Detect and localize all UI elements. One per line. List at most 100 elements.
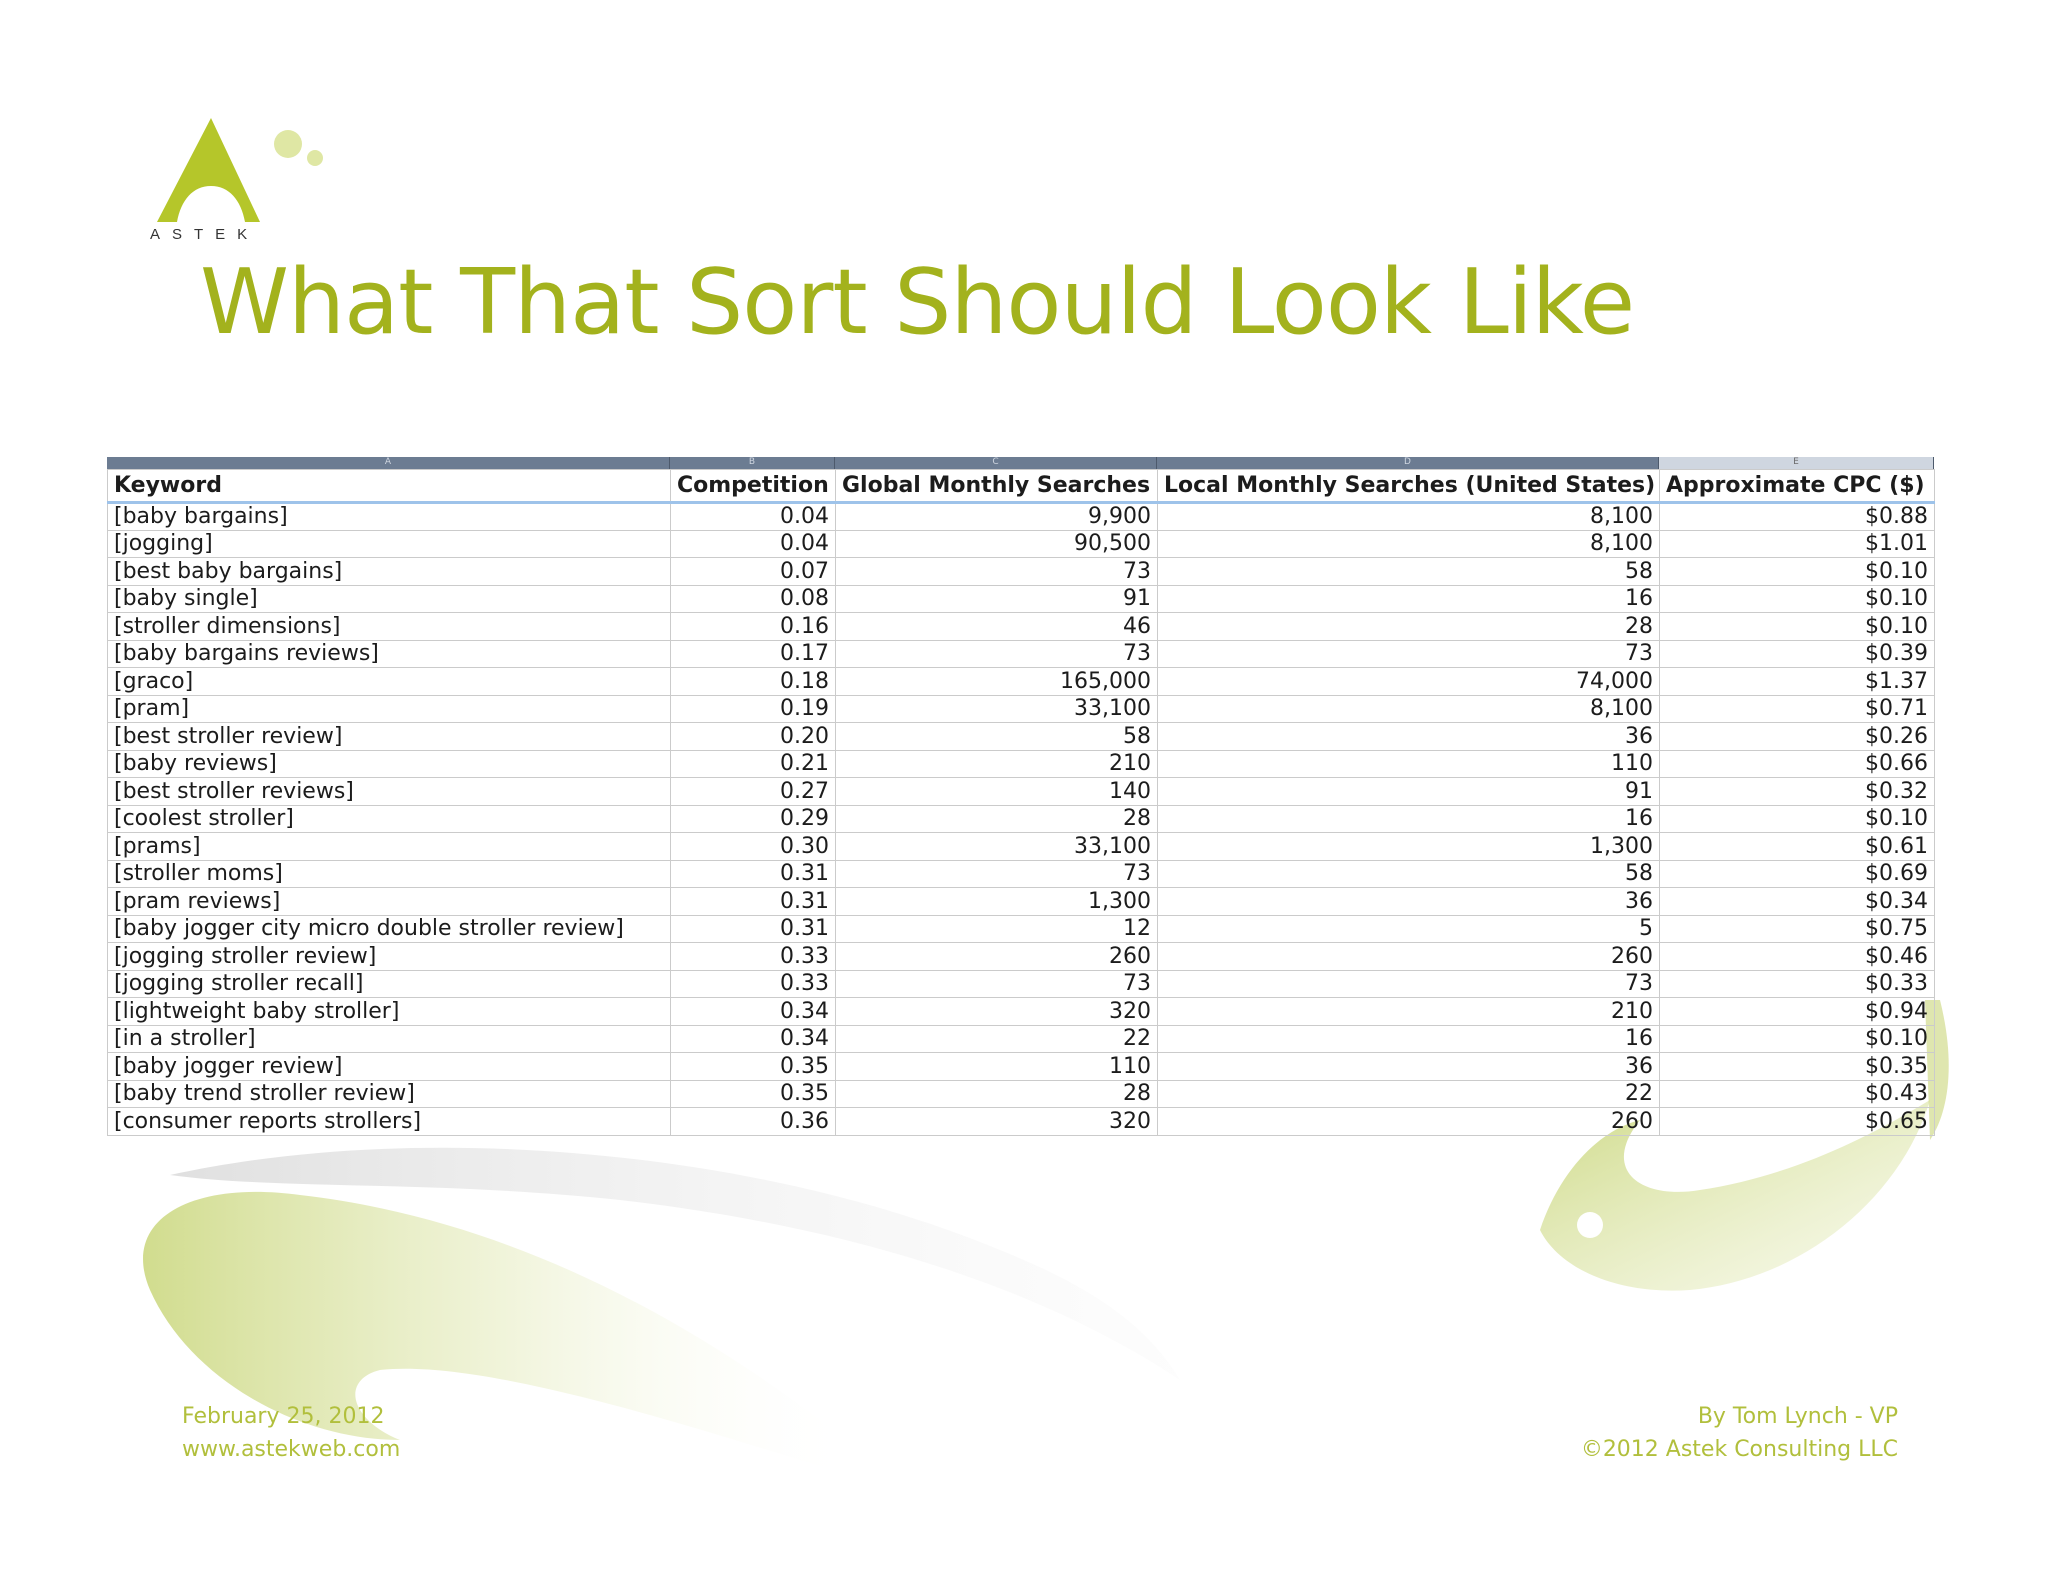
table-cell[interactable]: [stroller dimensions] [107, 612, 671, 641]
table-cell[interactable]: [best stroller reviews] [107, 777, 671, 806]
header-competition[interactable]: Competition [670, 469, 836, 503]
table-cell[interactable]: [baby bargains] [107, 502, 671, 531]
table-cell[interactable]: $0.35 [1659, 1052, 1935, 1081]
table-cell[interactable]: $0.43 [1659, 1079, 1935, 1108]
table-cell[interactable]: $0.61 [1659, 832, 1935, 861]
header-approximate-cpc[interactable]: Approximate CPC ($) [1659, 469, 1935, 503]
table-cell[interactable]: 73 [835, 859, 1158, 888]
table-cell[interactable]: [pram] [107, 694, 671, 723]
table-cell[interactable]: 0.04 [670, 502, 836, 531]
table-cell[interactable]: $0.66 [1659, 749, 1935, 778]
table-cell[interactable]: $0.94 [1659, 997, 1935, 1026]
table-cell[interactable]: $0.10 [1659, 1024, 1935, 1053]
table-cell[interactable]: 0.19 [670, 694, 836, 723]
table-cell[interactable]: 36 [1157, 1052, 1660, 1081]
table-cell[interactable]: 0.08 [670, 584, 836, 613]
table-cell[interactable]: 28 [835, 804, 1158, 833]
table-cell[interactable]: 58 [1157, 859, 1660, 888]
table-cell[interactable]: 73 [1157, 639, 1660, 668]
table-cell[interactable]: 210 [1157, 997, 1660, 1026]
table-cell[interactable]: [lightweight baby stroller] [107, 997, 671, 1026]
table-cell[interactable]: [jogging stroller review] [107, 942, 671, 971]
column-letter[interactable]: E [1659, 457, 1934, 469]
table-cell[interactable]: 0.20 [670, 722, 836, 751]
table-cell[interactable]: 0.31 [670, 914, 836, 943]
table-cell[interactable]: [baby jogger review] [107, 1052, 671, 1081]
table-cell[interactable]: [best stroller review] [107, 722, 671, 751]
table-cell[interactable]: 73 [835, 969, 1158, 998]
table-cell[interactable]: $0.33 [1659, 969, 1935, 998]
table-cell[interactable]: 28 [835, 1079, 1158, 1108]
table-cell[interactable]: $0.10 [1659, 612, 1935, 641]
table-cell[interactable]: [baby reviews] [107, 749, 671, 778]
table-cell[interactable]: 0.17 [670, 639, 836, 668]
table-cell[interactable]: 0.36 [670, 1107, 836, 1136]
table-cell[interactable]: 1,300 [1157, 832, 1660, 861]
table-cell[interactable]: [coolest stroller] [107, 804, 671, 833]
table-cell[interactable]: $0.10 [1659, 804, 1935, 833]
column-letter[interactable]: B [670, 457, 835, 469]
table-cell[interactable]: 0.29 [670, 804, 836, 833]
column-letter[interactable]: A [107, 457, 670, 469]
table-cell[interactable]: $0.39 [1659, 639, 1935, 668]
table-cell[interactable]: 0.31 [670, 887, 836, 916]
table-cell[interactable]: 58 [835, 722, 1158, 751]
table-cell[interactable]: 0.18 [670, 667, 836, 696]
table-cell[interactable]: 0.04 [670, 529, 836, 558]
table-cell[interactable]: 5 [1157, 914, 1660, 943]
table-cell[interactable]: 16 [1157, 584, 1660, 613]
table-cell[interactable]: 0.16 [670, 612, 836, 641]
table-cell[interactable]: [jogging] [107, 529, 671, 558]
table-cell[interactable]: 165,000 [835, 667, 1158, 696]
table-cell[interactable]: [baby trend stroller review] [107, 1079, 671, 1108]
table-cell[interactable]: 1,300 [835, 887, 1158, 916]
header-keyword[interactable]: Keyword [107, 469, 671, 503]
table-cell[interactable]: $0.75 [1659, 914, 1935, 943]
table-cell[interactable]: $0.34 [1659, 887, 1935, 916]
header-global-monthly-searches[interactable]: Global Monthly Searches [835, 469, 1158, 503]
table-cell[interactable]: 12 [835, 914, 1158, 943]
table-cell[interactable]: [pram reviews] [107, 887, 671, 916]
table-cell[interactable]: 0.34 [670, 1024, 836, 1053]
table-cell[interactable]: 22 [1157, 1079, 1660, 1108]
table-cell[interactable]: 16 [1157, 1024, 1660, 1053]
table-cell[interactable]: $0.10 [1659, 584, 1935, 613]
table-cell[interactable]: $0.46 [1659, 942, 1935, 971]
table-cell[interactable]: 320 [835, 1107, 1158, 1136]
table-cell[interactable]: 8,100 [1157, 529, 1660, 558]
table-cell[interactable]: [baby bargains reviews] [107, 639, 671, 668]
table-cell[interactable]: [baby single] [107, 584, 671, 613]
table-cell[interactable]: 91 [1157, 777, 1660, 806]
table-cell[interactable]: $1.37 [1659, 667, 1935, 696]
table-cell[interactable]: 0.07 [670, 557, 836, 586]
table-cell[interactable]: $0.10 [1659, 557, 1935, 586]
table-cell[interactable]: $1.01 [1659, 529, 1935, 558]
table-cell[interactable]: 260 [1157, 1107, 1660, 1136]
header-local-monthly-searches[interactable]: Local Monthly Searches (United States) [1157, 469, 1660, 503]
table-cell[interactable]: 91 [835, 584, 1158, 613]
table-cell[interactable]: 110 [1157, 749, 1660, 778]
table-cell[interactable]: 0.21 [670, 749, 836, 778]
table-cell[interactable]: $0.69 [1659, 859, 1935, 888]
table-cell[interactable]: $0.32 [1659, 777, 1935, 806]
table-cell[interactable]: 0.35 [670, 1079, 836, 1108]
table-cell[interactable]: 74,000 [1157, 667, 1660, 696]
table-cell[interactable]: 0.35 [670, 1052, 836, 1081]
table-cell[interactable]: 260 [835, 942, 1158, 971]
table-cell[interactable]: 36 [1157, 722, 1660, 751]
table-cell[interactable]: 28 [1157, 612, 1660, 641]
table-cell[interactable]: 0.33 [670, 969, 836, 998]
table-cell[interactable]: 0.27 [670, 777, 836, 806]
table-cell[interactable]: [consumer reports strollers] [107, 1107, 671, 1136]
table-cell[interactable]: 140 [835, 777, 1158, 806]
table-cell[interactable]: 90,500 [835, 529, 1158, 558]
table-cell[interactable]: 73 [835, 639, 1158, 668]
table-cell[interactable]: 22 [835, 1024, 1158, 1053]
table-cell[interactable]: $0.65 [1659, 1107, 1935, 1136]
column-letter[interactable]: D [1157, 457, 1659, 469]
table-cell[interactable]: 0.34 [670, 997, 836, 1026]
table-cell[interactable]: [stroller moms] [107, 859, 671, 888]
table-cell[interactable]: [graco] [107, 667, 671, 696]
table-cell[interactable]: [best baby bargains] [107, 557, 671, 586]
table-cell[interactable]: 8,100 [1157, 694, 1660, 723]
